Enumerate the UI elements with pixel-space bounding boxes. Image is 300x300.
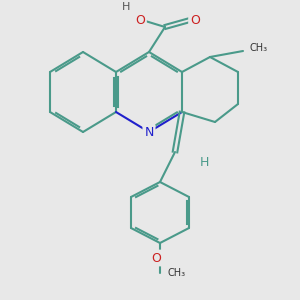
Text: CH₃: CH₃ [168, 268, 186, 278]
Text: H: H [122, 2, 130, 12]
Text: O: O [190, 14, 200, 26]
Text: CH₃: CH₃ [250, 43, 268, 53]
Text: N: N [144, 125, 154, 139]
Text: O: O [135, 14, 145, 26]
Text: H: H [199, 155, 209, 169]
Text: O: O [151, 251, 161, 265]
